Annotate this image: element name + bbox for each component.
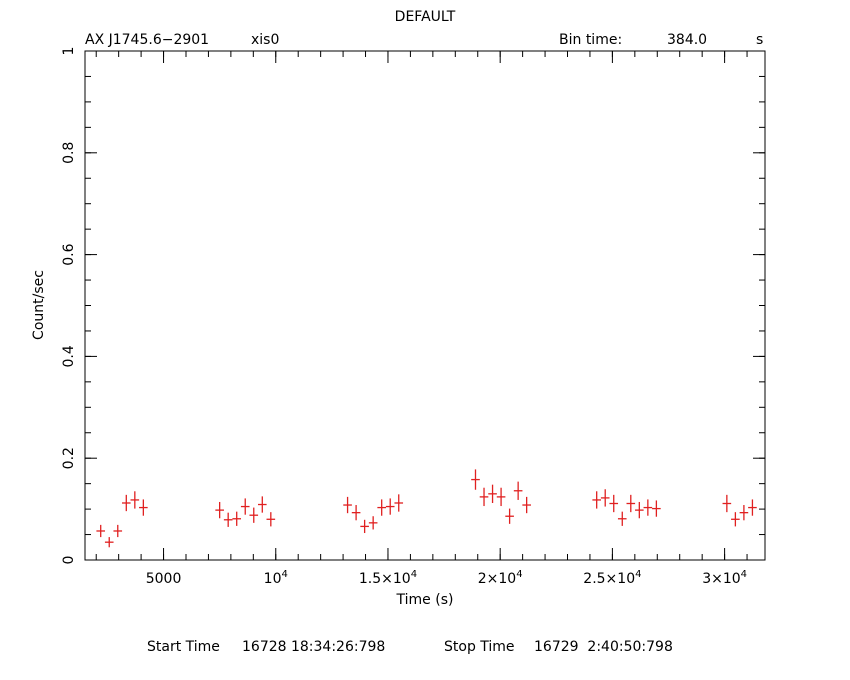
data-point [385,498,395,515]
x-tick-label: 1.5×104 [359,569,417,587]
data-point [600,489,610,507]
data-point [471,469,480,490]
data-point [722,494,732,513]
data-point [635,501,644,519]
bin-time-label: Bin time: [559,32,622,48]
data-point [652,500,661,517]
stop-time-value: 16729 2:40:50:798 [534,639,673,655]
x-tick-labels: 5000 104 1.5×104 2×104 2.5×104 3×104 [146,569,747,587]
data-point [257,496,267,513]
data-point [96,524,106,538]
data-point [351,505,361,521]
source-name: AX J1745.6−2901 [85,32,209,48]
data-point [240,498,250,515]
data-point [739,505,749,521]
x-axis-label: Time (s) [396,592,454,608]
y-axis-label: Count/sec [31,270,47,340]
y-tick-label: 1 [61,47,77,56]
axis-ticks [85,50,765,561]
x-tick-label: 2×104 [478,569,523,587]
data-point [522,496,531,514]
x-tick-label: 3×104 [702,569,747,587]
y-tick-label: 0.8 [61,142,77,164]
x-tick-label: 5000 [146,571,182,587]
data-point [215,501,224,519]
data-point [617,511,627,526]
instrument-name: xis0 [251,32,279,48]
start-time-label: Start Time [147,639,220,655]
data-point [266,512,276,527]
data-point [249,507,259,523]
y-tick-label: 0.2 [61,447,77,469]
data-point [731,512,740,527]
data-point [488,484,497,503]
data-point [592,491,601,509]
start-time-value: 16728 18:34:26:798 [242,639,385,655]
data-point [377,499,386,516]
data-point [496,487,506,507]
data-point [394,494,404,512]
chart-title: DEFAULT [395,9,456,25]
data-point [139,499,148,516]
data-points [96,469,757,548]
data-point [368,516,378,530]
data-point [360,519,369,534]
y-tick-label: 0.6 [61,243,77,265]
data-point [223,512,233,527]
x-tick-label: 2.5×104 [583,569,641,587]
data-point [626,494,636,513]
data-point [505,508,514,524]
bin-time-value: 384.0 [667,32,707,48]
data-point [104,537,114,548]
x-tick-label: 104 [264,569,288,587]
plot-frame [84,50,766,561]
stop-time-label: Stop Time [444,639,515,655]
y-tick-labels: 0 0.2 0.4 0.6 0.8 1 [61,47,77,565]
data-point [609,494,619,513]
data-point [748,499,757,516]
data-point [232,511,242,526]
bin-time-unit: s [756,32,763,48]
y-tick-label: 0.4 [61,345,77,367]
data-point [343,496,352,514]
data-point [479,487,489,507]
data-point [121,494,131,512]
data-point [113,524,123,538]
y-tick-label: 0 [61,556,77,565]
data-point [643,499,653,516]
data-point [130,491,140,509]
data-point [513,481,523,500]
